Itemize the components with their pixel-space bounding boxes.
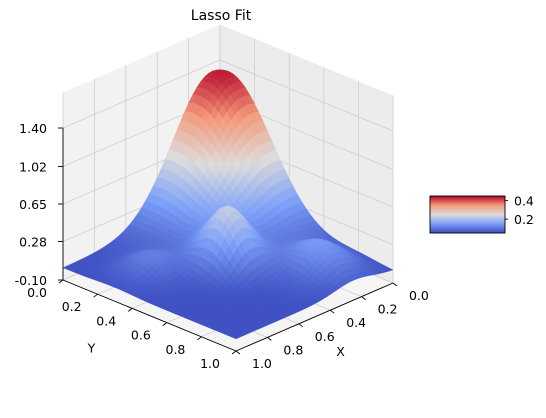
x-tick-mark	[298, 323, 304, 328]
x-tick-label: 0.8	[283, 342, 303, 357]
z-tick-label: 1.40	[19, 121, 47, 136]
surface-plot	[62, 69, 394, 340]
y-tick-mark	[127, 308, 133, 312]
x-tick-mark	[361, 296, 366, 300]
x-tick-label: 0.6	[315, 329, 335, 344]
axes-ticks-and-labels: -0.10 0.28 0.65 1.02 1.40 0.0 0.2 0.4 0.6 0.8 1.0 Y…	[15, 121, 429, 371]
x-tick-mark	[267, 337, 272, 341]
y-tick-label: 0.0	[27, 285, 47, 300]
y-tick-label: 0.4	[96, 313, 116, 328]
colorbar-tick-label: 0.2	[514, 212, 534, 227]
x-tick-mark	[392, 282, 398, 287]
x-tick-label: 0.0	[409, 288, 429, 303]
y-tick-label: 0.2	[62, 299, 82, 314]
x-tick-mark	[329, 309, 335, 314]
y-tick-mark	[231, 350, 237, 355]
x-tick-label: 0.4	[346, 315, 366, 330]
y-tick-label: 0.6	[131, 328, 151, 343]
z-tick-label: 0.65	[19, 197, 47, 212]
y-axis-label: Y	[87, 341, 96, 356]
chart-title: Lasso Fit	[190, 8, 252, 24]
y-tick-mark	[58, 279, 64, 284]
colorbar-tick-label: 0.4	[514, 194, 534, 209]
colorbar-gradient	[429, 195, 506, 234]
surface-cell	[231, 335, 241, 340]
y-tick-mark	[197, 336, 202, 341]
y-tick-mark	[162, 322, 168, 326]
x-axis-line	[235, 282, 394, 352]
y-axis-line	[62, 279, 237, 352]
z-tick-label: 1.02	[19, 160, 47, 175]
x-tick-mark	[235, 350, 241, 355]
y-tick-label: 0.8	[166, 342, 186, 357]
x-axis-label: X	[336, 344, 345, 359]
y-tick-label: 1.0	[200, 356, 220, 371]
x-tick-label: 0.2	[378, 302, 398, 317]
y-tick-mark	[93, 293, 98, 298]
z-tick-label: -0.10	[15, 273, 47, 288]
x-tick-label: 1.0	[252, 356, 272, 371]
colorbar: 0.20.4	[429, 194, 534, 234]
z-tick-label: 0.28	[19, 234, 47, 249]
